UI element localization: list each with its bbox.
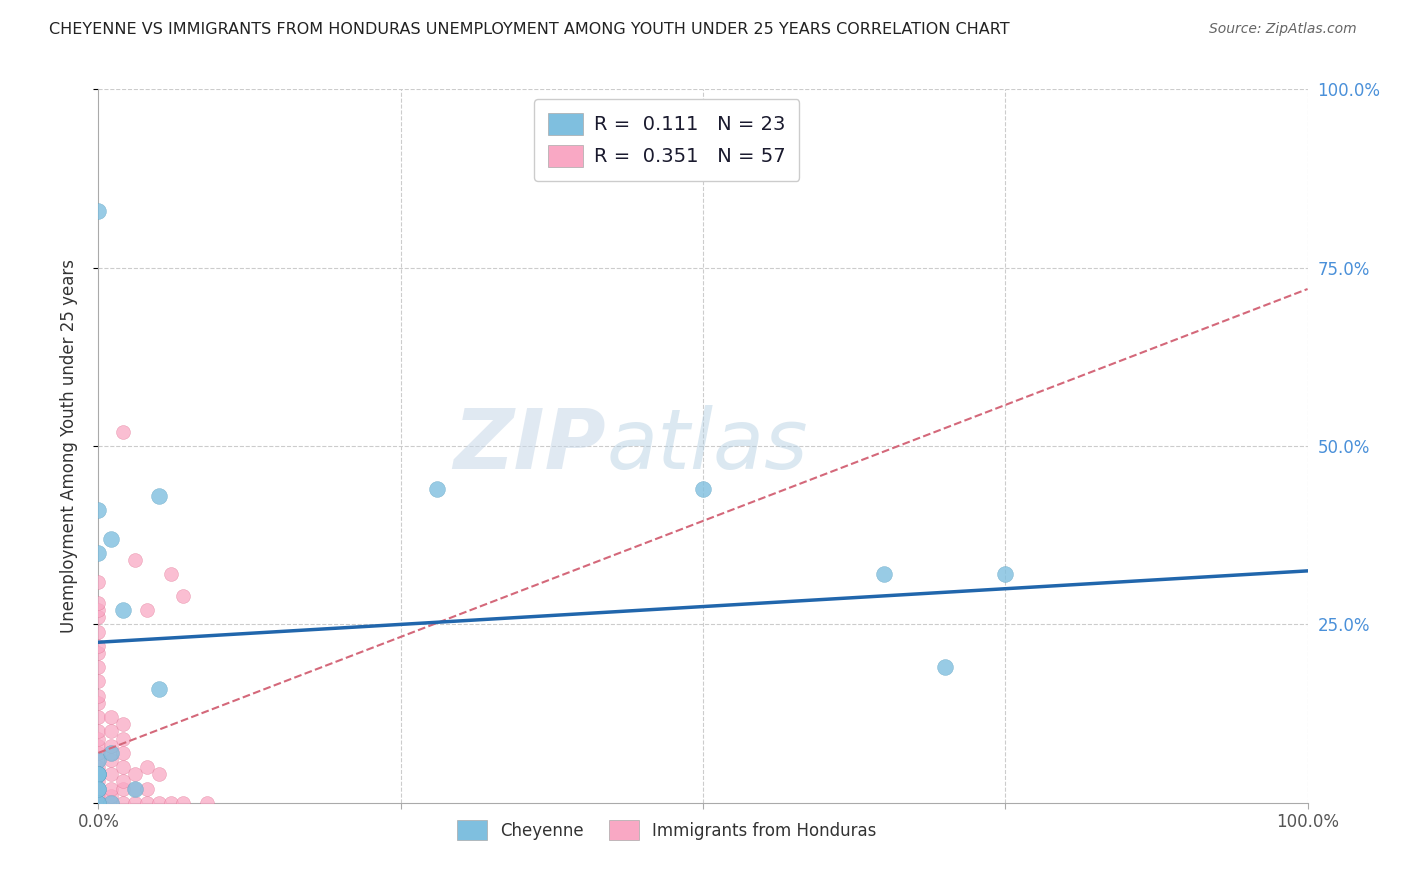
Point <box>87 503 110 517</box>
Point <box>100 710 122 724</box>
Point <box>87 781 110 796</box>
Point <box>111 781 134 796</box>
Point <box>111 746 134 760</box>
Point <box>195 796 218 810</box>
Text: atlas: atlas <box>606 406 808 486</box>
Point <box>87 796 110 810</box>
Point <box>124 796 146 810</box>
Point <box>148 767 170 781</box>
Point <box>111 760 134 774</box>
Point <box>87 796 110 810</box>
Text: Source: ZipAtlas.com: Source: ZipAtlas.com <box>1209 22 1357 37</box>
Point <box>934 660 956 674</box>
Y-axis label: Unemployment Among Youth under 25 years: Unemployment Among Youth under 25 years <box>59 259 77 633</box>
Point <box>172 589 194 603</box>
Point <box>87 603 110 617</box>
Legend: Cheyenne, Immigrants from Honduras: Cheyenne, Immigrants from Honduras <box>449 812 884 848</box>
Text: ZIP: ZIP <box>454 406 606 486</box>
Point <box>87 739 110 753</box>
Point <box>87 710 110 724</box>
Point <box>87 724 110 739</box>
Point <box>111 717 134 731</box>
Point <box>87 781 110 796</box>
Point <box>87 546 110 560</box>
Point <box>100 746 122 760</box>
Point <box>87 596 110 610</box>
Point <box>692 482 714 496</box>
Point <box>100 739 122 753</box>
Point <box>426 482 449 496</box>
Point <box>87 674 110 689</box>
Point <box>111 425 134 439</box>
Point <box>100 796 122 810</box>
Point <box>148 489 170 503</box>
Point <box>111 603 134 617</box>
Point <box>124 781 146 796</box>
Point <box>135 760 157 774</box>
Point <box>87 646 110 660</box>
Point <box>87 796 110 810</box>
Point <box>87 767 110 781</box>
Point <box>87 731 110 746</box>
Point <box>100 746 122 760</box>
Point <box>111 774 134 789</box>
Point <box>172 796 194 810</box>
Point <box>87 767 110 781</box>
Point <box>87 689 110 703</box>
Point <box>87 639 110 653</box>
Point <box>87 774 110 789</box>
Point <box>873 567 896 582</box>
Point <box>111 731 134 746</box>
Point <box>100 532 122 546</box>
Point <box>87 610 110 624</box>
Point <box>87 789 110 803</box>
Point <box>124 553 146 567</box>
Point <box>87 624 110 639</box>
Point <box>100 753 122 767</box>
Point <box>135 781 157 796</box>
Point <box>87 767 110 781</box>
Point <box>160 796 183 810</box>
Point <box>87 767 110 781</box>
Point <box>87 760 110 774</box>
Point <box>87 753 110 767</box>
Point <box>100 796 122 810</box>
Point <box>111 796 134 810</box>
Point <box>87 781 110 796</box>
Point <box>124 767 146 781</box>
Point <box>87 203 110 218</box>
Point <box>135 603 157 617</box>
Point <box>148 681 170 696</box>
Point <box>148 796 170 810</box>
Point <box>87 796 110 810</box>
Point <box>100 781 122 796</box>
Point <box>87 796 110 810</box>
Point <box>100 789 122 803</box>
Point <box>87 696 110 710</box>
Point <box>87 574 110 589</box>
Text: CHEYENNE VS IMMIGRANTS FROM HONDURAS UNEMPLOYMENT AMONG YOUTH UNDER 25 YEARS COR: CHEYENNE VS IMMIGRANTS FROM HONDURAS UNE… <box>49 22 1010 37</box>
Point <box>87 753 110 767</box>
Point <box>160 567 183 582</box>
Point <box>994 567 1017 582</box>
Point <box>124 781 146 796</box>
Point <box>87 660 110 674</box>
Point <box>100 767 122 781</box>
Point <box>87 746 110 760</box>
Point <box>100 724 122 739</box>
Point <box>135 796 157 810</box>
